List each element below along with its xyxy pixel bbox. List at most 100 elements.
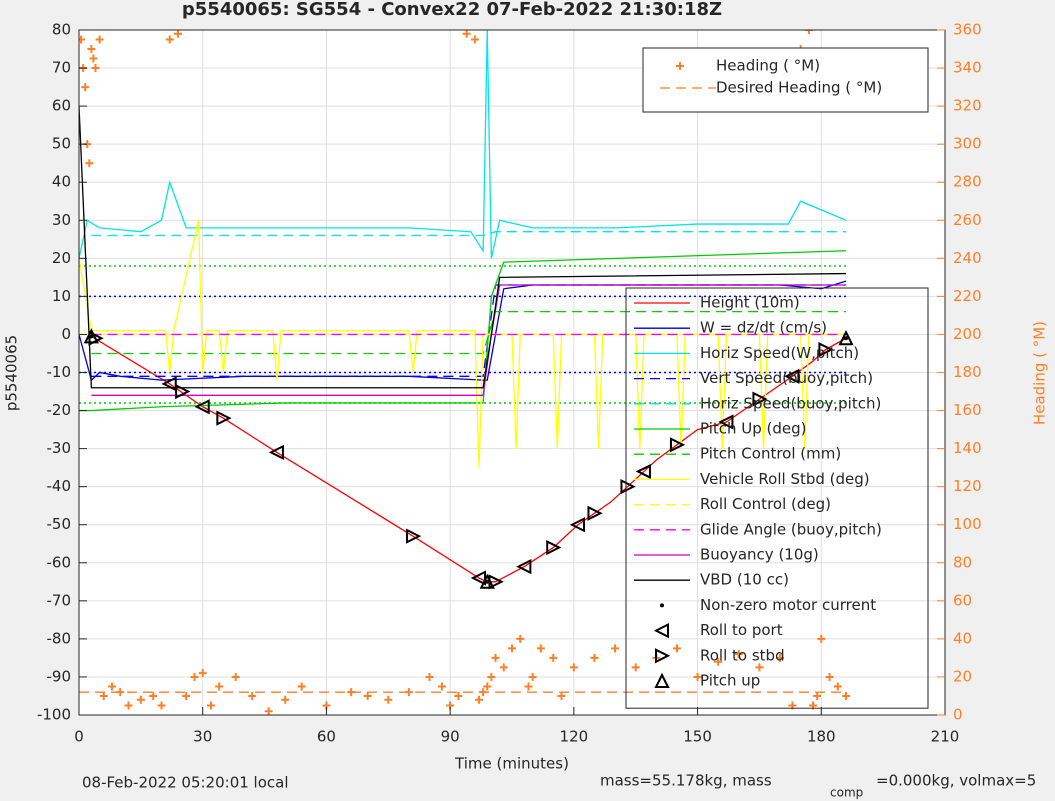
heading-point [813, 691, 822, 700]
y2-tick-label: 120 [953, 477, 982, 495]
y-tick-label: -10 [47, 363, 72, 381]
heading-point [693, 672, 702, 681]
heading-point [528, 672, 537, 681]
y2-tick-label: 60 [953, 591, 972, 609]
heading-point [475, 695, 484, 704]
heading-point [157, 701, 166, 710]
y2-tick-label: 20 [953, 667, 972, 685]
legend-label: Roll to stbd [700, 646, 785, 664]
y-tick-label: -40 [47, 477, 72, 495]
motor-point [844, 336, 849, 341]
heading-point [89, 54, 98, 63]
legend-label: Roll Control (deg) [700, 495, 831, 513]
legend-label: Pitch up [700, 672, 760, 690]
legend-swatch [676, 62, 684, 70]
roll-marker [635, 463, 651, 480]
y-tick-label: -100 [37, 706, 71, 724]
series-line [91, 231, 847, 237]
footer-left: 08-Feb-2022 05:20:01 local [82, 774, 289, 792]
roll-marker [752, 391, 768, 407]
heading-point [91, 64, 100, 73]
roll-marker [587, 505, 603, 521]
heading-point [590, 653, 599, 662]
y2-tick-label: 160 [953, 401, 982, 419]
y-tick-label: 20 [52, 249, 71, 267]
y2-tick-label: 360 [953, 21, 982, 39]
heading-point [462, 30, 471, 38]
x-tick-label: 210 [931, 728, 960, 746]
heading-point [487, 672, 496, 681]
heading-point [124, 701, 133, 710]
legend-box [642, 47, 929, 113]
x-tick-label: 0 [74, 728, 84, 746]
heading-point [231, 672, 240, 681]
heading-point [524, 682, 533, 691]
legend-label: Buoyancy (10g) [700, 546, 819, 564]
heading-point [714, 657, 723, 666]
heading-point [264, 707, 273, 715]
roll-marker [838, 330, 854, 346]
y2-tick-label: 340 [953, 59, 982, 77]
heading-point [190, 672, 199, 681]
roll-marker [161, 376, 177, 392]
series-line [79, 220, 847, 468]
roll-marker [194, 399, 210, 415]
roll-marker [818, 342, 834, 358]
heading-point [483, 682, 492, 691]
roll-marker [470, 570, 487, 586]
x-tick-label: 30 [193, 728, 212, 746]
heading-point [384, 695, 393, 704]
heading-point [557, 691, 566, 700]
series-line [79, 250, 847, 412]
legend-label: Non-zero motor current [700, 596, 876, 614]
heading-point [491, 653, 500, 662]
y2-axis-label: Heading ( °M) [1031, 321, 1049, 425]
roll-marker [546, 539, 562, 556]
heading-point [99, 691, 108, 700]
y2-tick-label: 100 [953, 515, 982, 533]
roll-marker [718, 414, 734, 430]
heading-point [817, 634, 826, 643]
y2-tick-label: 300 [953, 135, 982, 153]
heading-point [165, 35, 174, 44]
x-tick-label: 120 [560, 728, 589, 746]
roll-marker [620, 479, 636, 495]
legend-swatch [655, 648, 671, 664]
x-tick-label: 60 [317, 728, 336, 746]
heading-point [672, 644, 681, 653]
heading-point [734, 650, 743, 659]
legend-label: VBD (10 cc) [700, 571, 789, 589]
heading-point [470, 35, 479, 44]
heading-point [136, 695, 145, 704]
heading-point [281, 695, 290, 704]
y-tick-label: -50 [47, 515, 72, 533]
legend-label: Pitch Up (deg) [700, 420, 807, 438]
legend-label: W = dz/dt (cm/s) [700, 319, 827, 337]
legend-label: Roll to port [700, 621, 783, 639]
x-tick-label: 180 [807, 728, 836, 746]
heading-point [95, 35, 104, 44]
chart-title: p5540065: SG554 - Convex22 07-Feb-2022 2… [182, 0, 722, 20]
x-axis-label: Time (minutes) [454, 755, 569, 773]
roll-marker [479, 573, 495, 589]
y2-tick-label: 180 [953, 363, 982, 381]
legend-label: Vert Speed(buoy,pitch) [700, 369, 873, 387]
roll-marker [268, 444, 284, 461]
roll-marker [216, 410, 232, 426]
x-tick-label: 90 [441, 728, 460, 746]
footer-tail: =0.000kg, volmax=5 [876, 772, 1036, 790]
roll-marker [83, 328, 99, 344]
heading-point [516, 634, 525, 643]
y2-tick-label: 320 [953, 97, 982, 115]
heading-point [363, 691, 372, 700]
y-tick-label: 50 [52, 135, 71, 153]
y2-tick-label: 40 [953, 629, 972, 647]
y-tick-label: 70 [52, 59, 71, 77]
legend-label: Horiz Speed(buoy,pitch) [700, 394, 881, 412]
roll-marker [88, 330, 104, 346]
roll-marker [569, 517, 585, 533]
y2-tick-label: 220 [953, 287, 982, 305]
heading-point [206, 701, 215, 710]
heading-point [755, 663, 764, 672]
